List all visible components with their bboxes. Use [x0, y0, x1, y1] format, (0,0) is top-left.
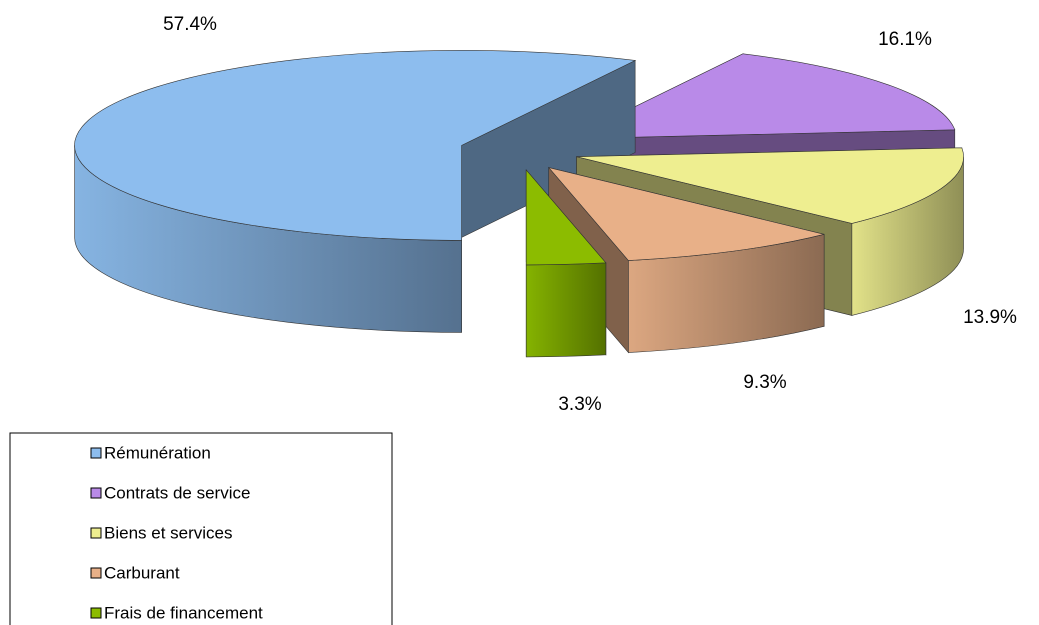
legend-marker: [90, 487, 102, 499]
legend-marker: [90, 567, 102, 579]
legend-label: Contrats de service: [104, 483, 250, 502]
pie: [74, 50, 964, 358]
data-label: 57.4%: [163, 14, 217, 35]
slice-top: [547, 167, 825, 261]
legend-label: Biens et services: [104, 523, 233, 542]
legend-label: Frais de financement: [104, 603, 263, 622]
legend-marker: [90, 447, 102, 459]
legend-label: Rémunération: [104, 443, 211, 462]
slice-top: [525, 169, 607, 266]
data-labels: 57.4% 16.1% 13.9% 9.3% 3.3%: [163, 14, 1017, 415]
slice-top: [576, 147, 964, 224]
slice-wall: [525, 262, 607, 358]
legend-box: [9, 432, 393, 625]
data-label: 9.3%: [743, 372, 786, 393]
data-label: 13.9%: [963, 307, 1017, 328]
slice-top: [569, 53, 956, 140]
legend-marker: [90, 527, 102, 539]
legend-label: Carburant: [104, 563, 180, 582]
slice-top: [74, 50, 637, 241]
legend: Rémunération Contrats de service Biens et …: [90, 443, 263, 622]
data-label: 16.1%: [878, 29, 932, 50]
data-label: 3.3%: [558, 394, 601, 415]
legend-marker: [90, 607, 102, 619]
